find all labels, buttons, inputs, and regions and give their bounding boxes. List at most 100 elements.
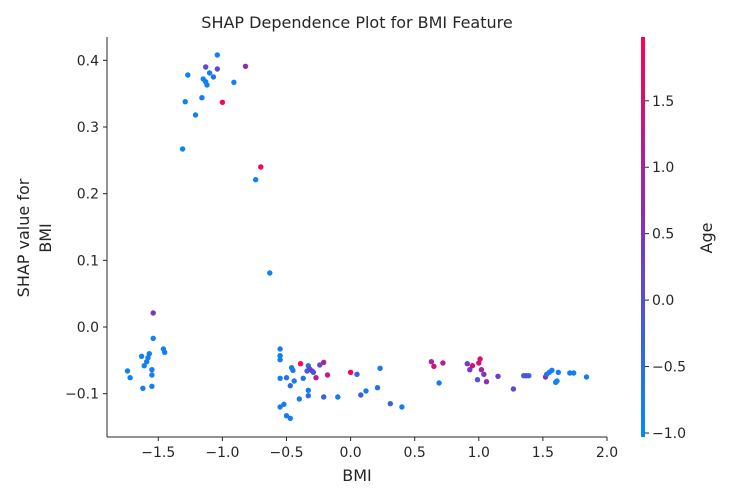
data-point [150, 335, 156, 341]
data-point [567, 370, 573, 376]
data-point [127, 375, 133, 381]
data-point [549, 367, 555, 373]
y-axis-label: SHAP value for BMI [14, 178, 55, 297]
data-point [354, 371, 360, 377]
data-point [464, 361, 470, 367]
y-axis-label-line-1: SHAP value for [14, 178, 33, 297]
data-point [317, 362, 323, 368]
data-point [283, 375, 290, 381]
x-tick-label: 1.0 [468, 445, 490, 461]
data-point [150, 310, 156, 316]
x-tick-label: −1.5 [141, 445, 175, 461]
data-point [526, 373, 532, 379]
data-point [469, 363, 476, 369]
data-point [554, 378, 560, 384]
data-point [277, 353, 283, 359]
data-point [291, 378, 297, 384]
data-point [277, 357, 283, 363]
data-point [305, 387, 311, 393]
data-point [399, 404, 405, 410]
y-tick-label: 0.1 [77, 253, 99, 269]
data-point [431, 363, 437, 369]
data-point [300, 375, 306, 381]
data-point [277, 346, 283, 352]
colorbar-tick-label: 1.0 [652, 160, 674, 176]
x-axis-ticks: −1.5 −1.0 −0.5 0.0 0.5 1.0 1.5 2.0 [141, 437, 618, 461]
data-point [141, 363, 147, 369]
data-point [138, 353, 145, 359]
data-point [253, 177, 259, 183]
data-point [192, 112, 199, 118]
data-point [387, 401, 393, 407]
data-point [467, 367, 473, 373]
data-point [146, 351, 152, 357]
data-point [124, 368, 131, 374]
data-point [377, 365, 383, 371]
data-point [214, 52, 220, 58]
colorbar-tick-label: 0.5 [652, 227, 674, 243]
data-point [283, 413, 290, 419]
colorbar-ticks: −1.0 −0.5 0.0 0.5 1.0 1.5 [645, 94, 686, 442]
data-point [436, 380, 442, 386]
data-point [310, 369, 317, 375]
y-tick-label: 0.4 [77, 53, 99, 69]
y-tick-label: 0.3 [77, 120, 99, 136]
data-point [290, 367, 296, 373]
data-point [305, 393, 311, 399]
data-point [324, 372, 331, 378]
data-point [428, 359, 435, 365]
data-point [214, 66, 220, 72]
data-point [321, 359, 327, 365]
y-tick-label: 0.2 [77, 187, 99, 203]
data-point [478, 367, 485, 373]
chart-title: SHAP Dependence Plot for BMI Feature [201, 13, 512, 32]
data-point [258, 164, 264, 170]
colorbar-gradient [641, 37, 645, 437]
data-point [267, 270, 273, 276]
data-point [313, 375, 319, 381]
data-point [219, 99, 226, 106]
colorbar-tick-label: 0.0 [652, 293, 674, 309]
data-point [149, 383, 155, 389]
colorbar: −1.0 −0.5 0.0 0.5 1.0 1.5 Age [641, 37, 716, 442]
data-point [335, 394, 341, 400]
x-tick-label: 0.5 [404, 445, 426, 461]
data-point [242, 63, 249, 69]
data-point [287, 383, 293, 389]
x-tick-label: 2.0 [596, 445, 618, 461]
y-tick-label: 0.0 [77, 320, 99, 336]
data-point [374, 385, 381, 391]
data-point [474, 377, 481, 383]
x-tick-label: 0.0 [339, 445, 361, 461]
data-point [287, 415, 293, 421]
data-point [483, 379, 490, 385]
data-point [140, 385, 146, 391]
x-tick-label: −1.0 [205, 445, 239, 461]
data-point [321, 394, 327, 400]
data-point [277, 404, 283, 410]
data-point [555, 369, 561, 375]
data-point [358, 392, 364, 398]
y-tick-label: −0.1 [65, 387, 99, 403]
data-point [297, 361, 304, 367]
colorbar-tick-label: 1.5 [652, 94, 674, 110]
y-axis-label-line-2: BMI [36, 223, 55, 253]
data-point [179, 146, 186, 152]
data-point [162, 349, 168, 355]
data-point [510, 386, 517, 392]
data-point [182, 99, 188, 105]
data-point [204, 82, 210, 88]
data-point [440, 360, 446, 366]
data-point [149, 372, 155, 378]
x-axis-label: BMI [342, 466, 372, 485]
colorbar-label: Age [697, 223, 716, 254]
colorbar-tick-label: −1.0 [652, 426, 686, 442]
y-axis-ticks: −0.1 0.0 0.1 0.2 0.3 0.4 [65, 53, 107, 403]
data-point [347, 369, 354, 375]
x-tick-label: −0.5 [269, 445, 303, 461]
data-point [495, 373, 501, 379]
plot-axes [106, 37, 607, 438]
data-point [210, 74, 217, 80]
data-point [363, 388, 369, 394]
